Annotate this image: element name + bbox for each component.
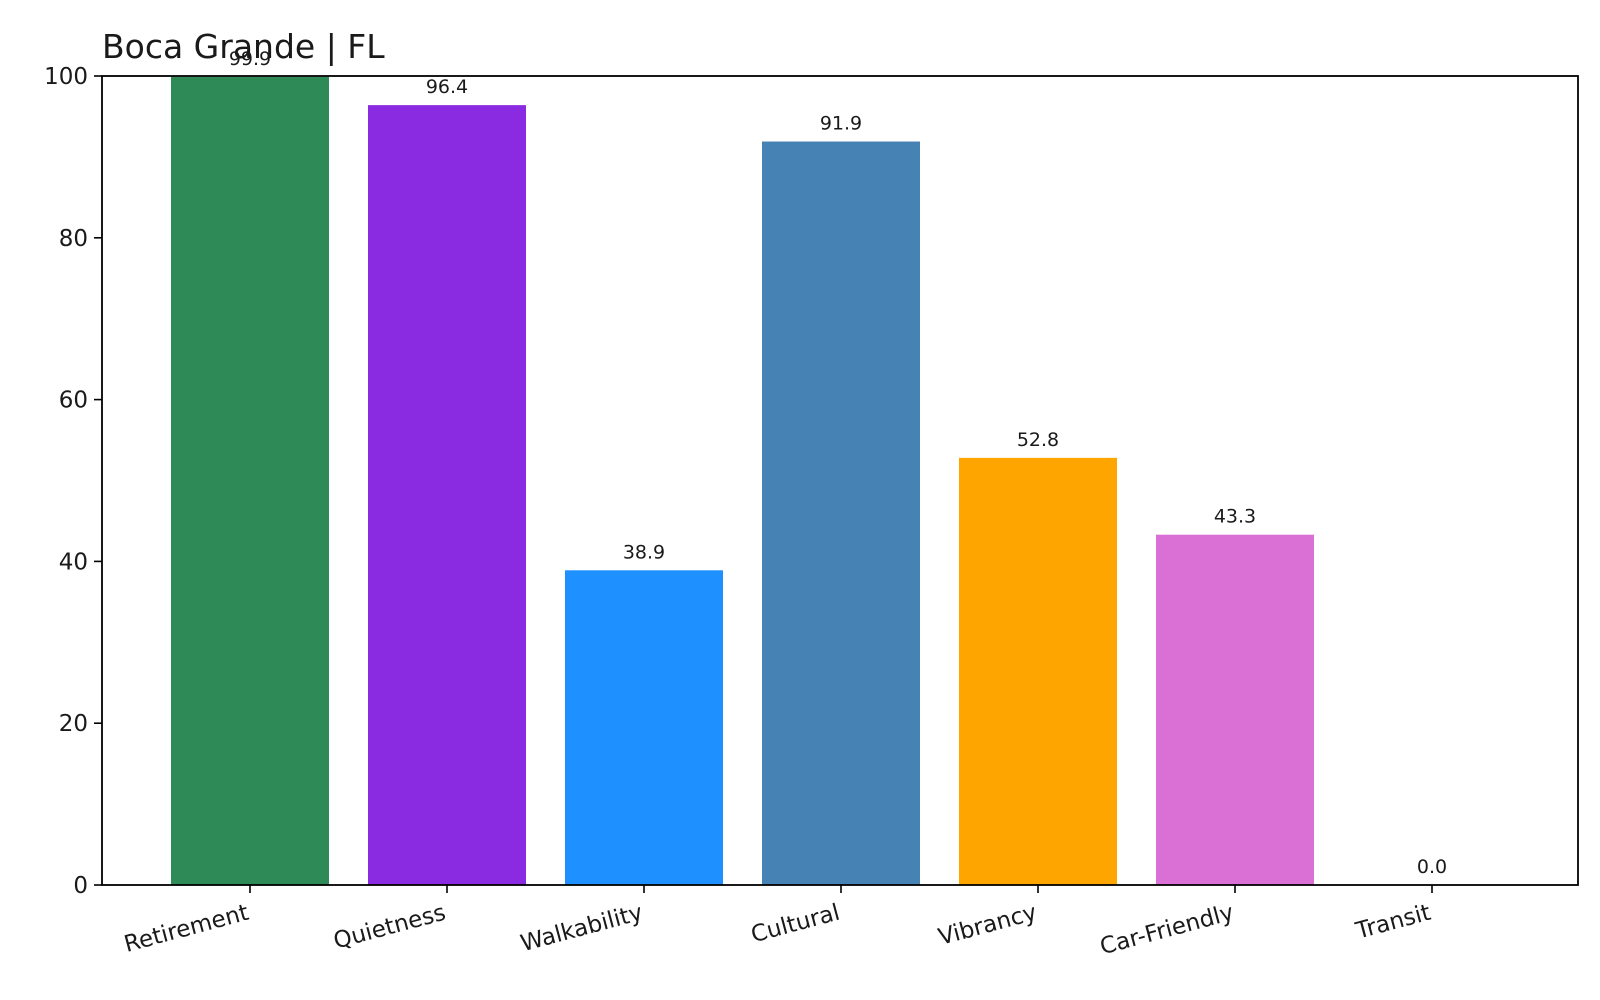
- bar-walkability: [565, 570, 723, 885]
- y-tick-label: 40: [59, 549, 88, 575]
- x-tick-label: Retirement: [121, 900, 251, 958]
- bar-vibrancy: [959, 457, 1117, 885]
- data-label-vibrancy: 52.8: [1017, 429, 1059, 451]
- chart-title: Boca Grande | FL: [102, 27, 385, 66]
- data-label-transit: 0.0: [1417, 856, 1447, 878]
- y-tick-label: 0: [73, 873, 88, 899]
- data-labels-group: 99.9 96.4 38.9 91.9 52.8 43.3 0.0: [229, 48, 1447, 878]
- plot-frame: [101, 75, 1579, 886]
- y-tick-label: 20: [59, 711, 88, 737]
- x-tick-label: Car-Friendly: [1097, 900, 1236, 961]
- bar-cultural: [762, 141, 920, 886]
- y-tick-label: 80: [59, 226, 88, 252]
- x-tick-label: Transit: [1352, 900, 1433, 945]
- bar-car-friendly: [1156, 534, 1314, 885]
- x-tick-label: Vibrancy: [936, 900, 1040, 951]
- data-label-retirement: 99.9: [229, 48, 271, 70]
- x-tick-label: Cultural: [748, 900, 842, 949]
- data-label-quietness: 96.4: [426, 76, 468, 98]
- data-label-car-friendly: 43.3: [1214, 506, 1256, 528]
- x-axis: Retirement Quietness Walkability Cultural Vi…: [121, 885, 1434, 961]
- data-label-cultural: 91.9: [820, 113, 862, 135]
- bar-retirement: [171, 76, 329, 885]
- bar-quietness: [368, 105, 526, 885]
- y-tick-label: 100: [44, 64, 88, 90]
- y-tick-label: 60: [59, 388, 88, 414]
- bars-group: [171, 76, 1314, 886]
- data-label-walkability: 38.9: [623, 541, 665, 563]
- x-tick-label: Quietness: [331, 900, 449, 955]
- y-axis: 0 20 40 60 80 100: [44, 64, 102, 899]
- x-tick-label: Walkability: [518, 900, 646, 958]
